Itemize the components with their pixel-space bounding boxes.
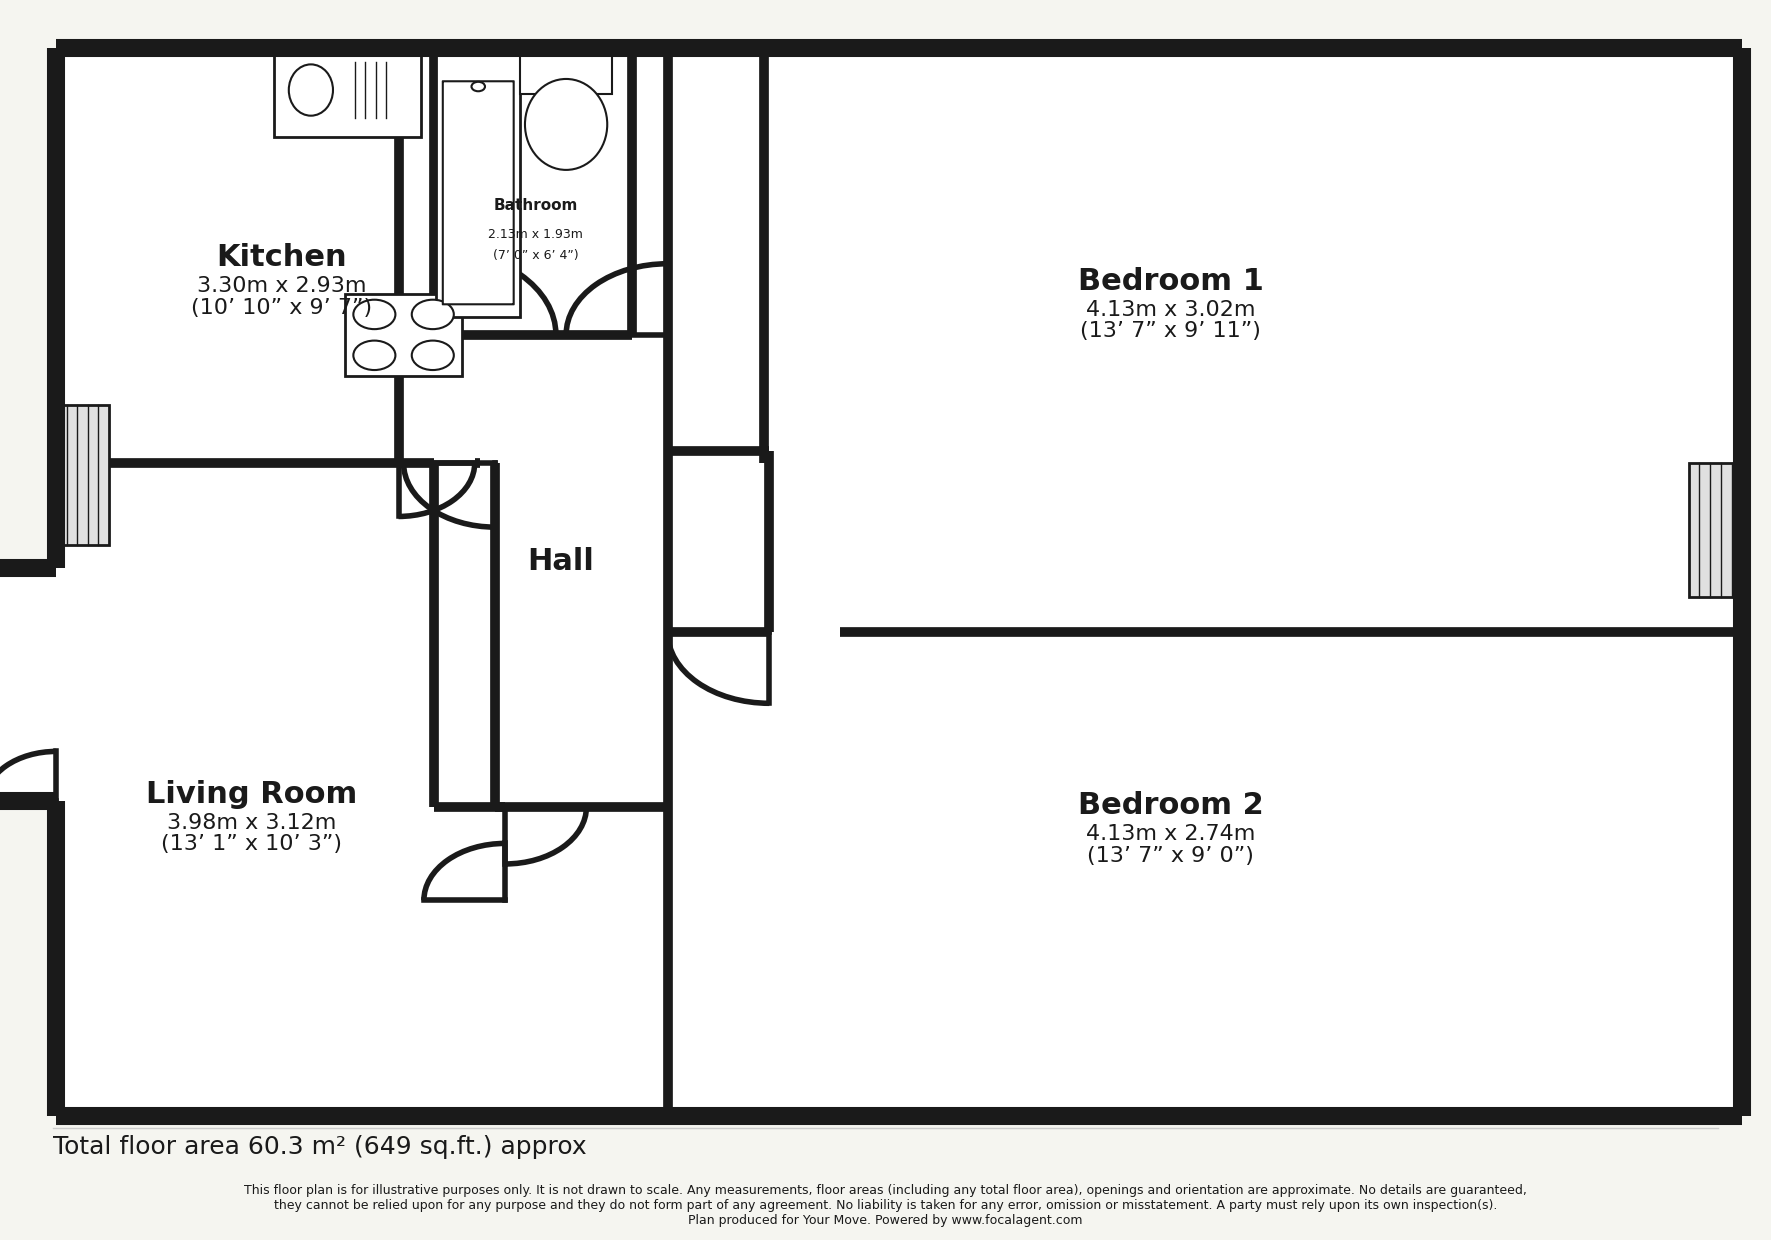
Text: Living Room: Living Room [145, 780, 356, 808]
Text: (13’ 7” x 9’ 0”): (13’ 7” x 9’ 0”) [1087, 846, 1254, 866]
Bar [1688, 463, 1743, 598]
Bar [57, 463, 496, 1116]
Text: (13’ 7” x 9’ 11”): (13’ 7” x 9’ 11”) [1080, 321, 1261, 341]
Text: 4.13m x 2.74m: 4.13m x 2.74m [1086, 825, 1256, 844]
Bar [434, 317, 692, 807]
Bar [668, 48, 1743, 632]
Text: Hall: Hall [528, 547, 595, 575]
Circle shape [413, 341, 453, 370]
Text: (10’ 10” x 9’ 7”): (10’ 10” x 9’ 7”) [191, 298, 372, 317]
Text: 3.98m x 3.12m: 3.98m x 3.12m [166, 812, 336, 833]
Bar [57, 404, 110, 544]
Bar [275, 43, 421, 136]
Text: (7’ 0” x 6’ 4”): (7’ 0” x 6’ 4”) [492, 248, 579, 262]
Polygon shape [53, 50, 1744, 1116]
Text: 4.13m x 3.02m: 4.13m x 3.02m [1086, 300, 1256, 320]
Text: 2.13m x 1.93m: 2.13m x 1.93m [489, 227, 583, 241]
Circle shape [471, 82, 485, 92]
Text: they cannot be relied upon for any purpose and they do not form part of any agre: they cannot be relied upon for any purpo… [275, 1199, 1496, 1211]
Text: Total floor area 60.3 m² (649 sq.ft.) approx: Total floor area 60.3 m² (649 sq.ft.) ap… [53, 1135, 586, 1159]
Text: Bathroom: Bathroom [494, 198, 577, 213]
Circle shape [354, 341, 395, 370]
Bar [57, 48, 765, 463]
Text: (13’ 1” x 10’ 3”): (13’ 1” x 10’ 3”) [161, 833, 342, 854]
Bar [0, 568, 57, 801]
Bar [521, 48, 611, 94]
Text: 3.30m x 2.93m: 3.30m x 2.93m [197, 277, 367, 296]
Text: Bedroom 1: Bedroom 1 [1077, 267, 1263, 296]
Circle shape [354, 300, 395, 329]
Bar [436, 55, 521, 317]
Ellipse shape [289, 64, 333, 115]
Bar [668, 632, 1743, 1116]
FancyBboxPatch shape [443, 82, 514, 304]
Bar [345, 294, 462, 376]
Text: Bedroom 2: Bedroom 2 [1077, 791, 1263, 821]
Text: Kitchen: Kitchen [216, 243, 347, 273]
Bar [434, 48, 632, 335]
Text: This floor plan is for illustrative purposes only. It is not drawn to scale. Any: This floor plan is for illustrative purp… [244, 1184, 1527, 1197]
Ellipse shape [524, 79, 607, 170]
Circle shape [413, 300, 453, 329]
Text: Plan produced for Your Move. Powered by www.focalagent.com: Plan produced for Your Move. Powered by … [689, 1214, 1082, 1226]
